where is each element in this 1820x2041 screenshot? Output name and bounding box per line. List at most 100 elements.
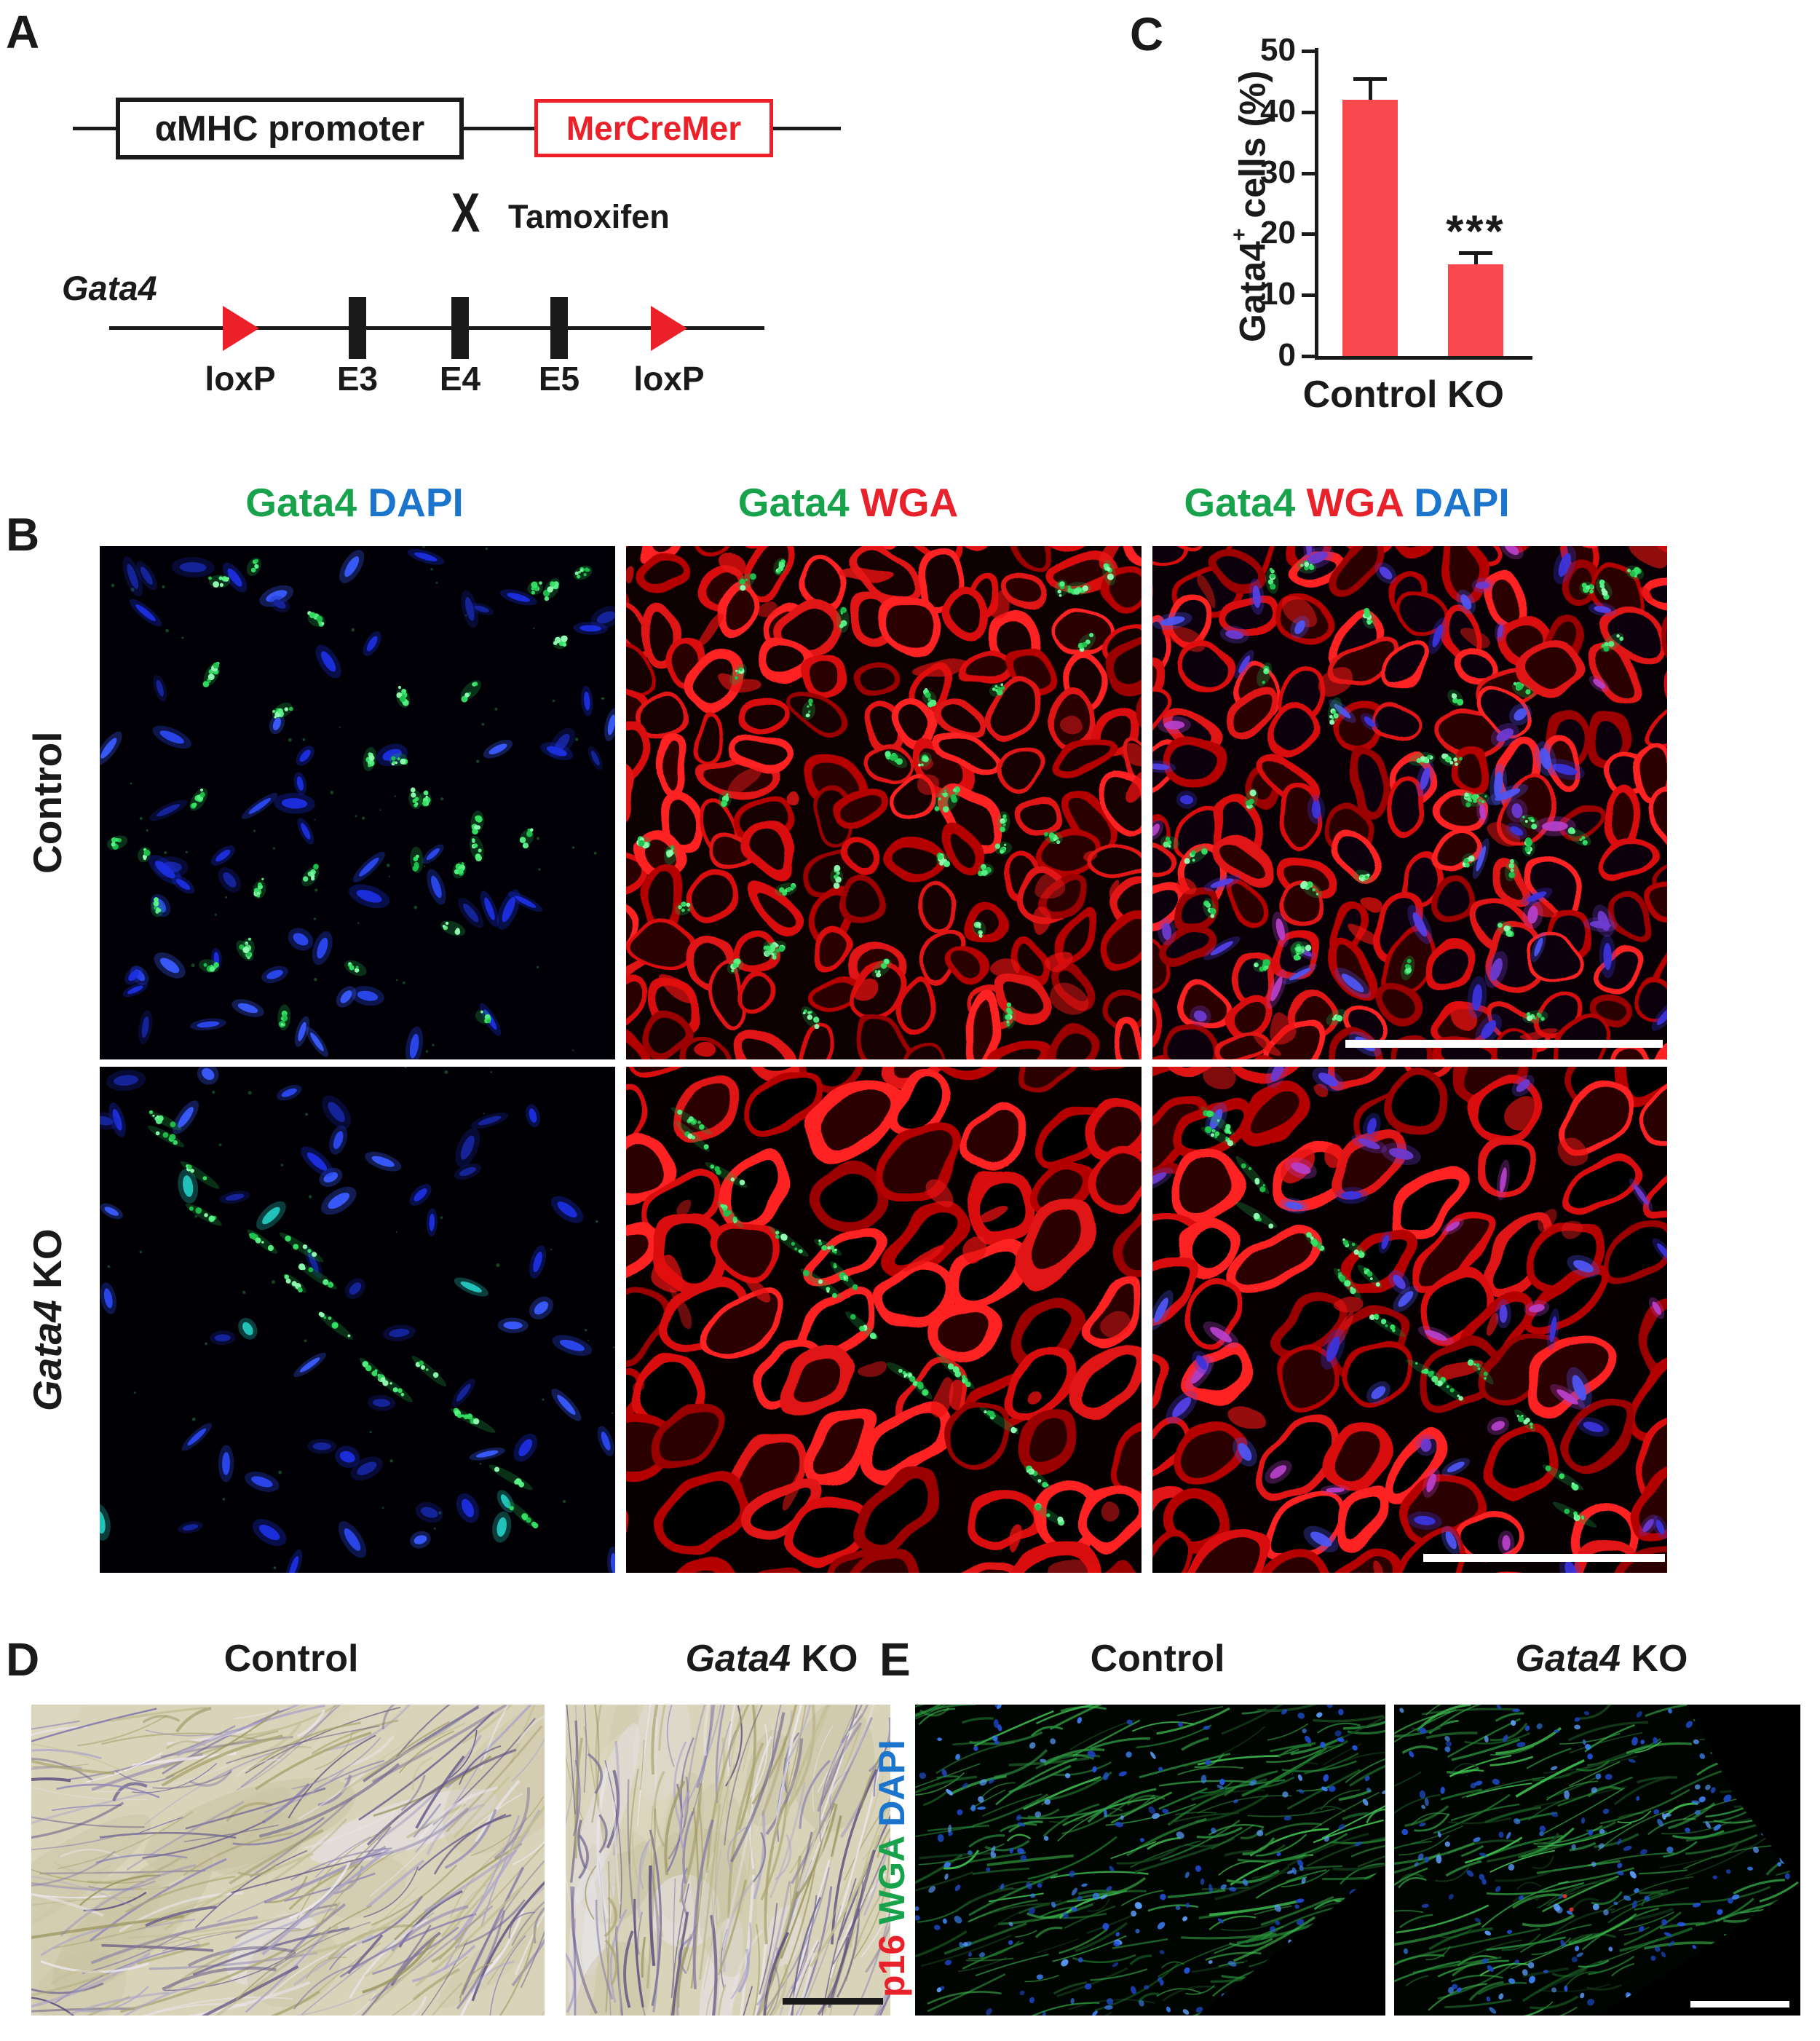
x-category-label-control: Control: [1302, 374, 1438, 416]
loxp-right-label: loxP: [633, 360, 705, 398]
chart-x-axis-line: [1315, 356, 1532, 360]
bar-ko: [1448, 264, 1503, 356]
text-part: Control: [25, 731, 70, 875]
exon-e4-box: [451, 297, 469, 359]
text-part: WGA: [871, 1827, 912, 1925]
micro-image-canvas: [626, 546, 1142, 1059]
histology-image-control: [31, 1705, 545, 2016]
chart-y-tick-label: 20: [1260, 215, 1296, 251]
text-part: KO: [1621, 1638, 1688, 1680]
dapi-nuclei-layer: [100, 1067, 615, 1573]
text-part: WGA: [860, 480, 959, 525]
error-bar-stem-ko: [1474, 252, 1478, 268]
text-part: WGA: [1306, 480, 1415, 525]
chart-y-tick-mark: [1302, 293, 1315, 298]
micro-image-ko-gata4-dapi: [100, 1067, 615, 1573]
dapi-nuclei-layer: [1152, 1067, 1667, 1573]
promoter-box: αMHC promoter: [116, 98, 464, 159]
row-label-control: Control: [25, 546, 82, 1059]
exon-e3-label: E3: [336, 360, 379, 398]
micro-image-canvas: [31, 1705, 545, 2016]
chart-y-tick-mark: [1302, 232, 1315, 237]
text-part: Gata4: [25, 1299, 70, 1411]
panel-c-label: C: [1130, 8, 1164, 60]
micro-image-canvas: [100, 1067, 615, 1573]
text-part: KO: [791, 1638, 858, 1680]
column-header-gata4-wga: Gata4 WGA: [593, 483, 1103, 523]
panel-a-label: A: [6, 6, 40, 58]
panel-d-label: D: [6, 1633, 40, 1686]
error-bar-stem-control: [1369, 78, 1372, 103]
micro-image-control-gata4-wga-dapi: [1152, 546, 1667, 1059]
panel-e-channel-label: p16 WGA DAPI: [871, 1697, 920, 2041]
gata4-positive-layer: [1160, 560, 1645, 1026]
chart-y-tick-mark: [1302, 355, 1315, 358]
chart-y-tick-mark: [1302, 171, 1315, 175]
exon-e5-box: [550, 297, 568, 359]
gata4-positive-layer: [106, 557, 593, 1030]
tamoxifen-label: Tamoxifen: [508, 198, 670, 235]
scale-bar-p16-wga: [1690, 2001, 1789, 2008]
row-label-gata4-ko: Gata4 KO: [25, 1067, 82, 1573]
wga-mesh-layer: [626, 546, 1142, 1059]
text-part: DAPI: [871, 1740, 912, 1828]
panel-d-header-control: Control: [109, 1640, 473, 1678]
text-part: DAPI: [1414, 480, 1510, 525]
micro-image-canvas: [1152, 546, 1667, 1059]
chart-y-tick-mark: [1302, 110, 1315, 114]
panel-b-label: B: [6, 508, 40, 561]
text-part: Gata4: [685, 1638, 791, 1680]
chart-y-tick-label: 50: [1260, 32, 1296, 68]
micro-image-canvas: [915, 1705, 1385, 2016]
micro-image-ko-gata4-wga: [626, 1067, 1142, 1573]
micro-image-canvas: [100, 546, 615, 1059]
text-part: Control: [1090, 1638, 1225, 1680]
histology-image-gata4-ko: [566, 1705, 890, 2016]
micro-image-canvas: [626, 1067, 1142, 1573]
scale-bar-ko-merge: [1423, 1554, 1665, 1562]
exon-e4-label: E4: [439, 360, 481, 398]
gata4-gene-label: Gata4: [62, 269, 157, 307]
chart-y-tick-label: 10: [1260, 276, 1296, 312]
text-part: KO: [25, 1228, 70, 1300]
column-header-gata4-dapi: Gata4 DAPI: [100, 483, 609, 523]
panel-e-header-gata4-ko: Gata4 KO: [1420, 1640, 1784, 1678]
cross-symbol: X: [451, 182, 480, 244]
text-part: Gata4: [1184, 480, 1307, 525]
panel-e-header-control: Control: [976, 1640, 1340, 1678]
dapi-nuclei-layer: [100, 548, 615, 1059]
chart-y-tick-label: 0: [1278, 337, 1296, 373]
text-part: Gata4: [1515, 1638, 1621, 1680]
micro-image-canvas: [1394, 1705, 1800, 2016]
exon-e5-label: E5: [538, 360, 580, 398]
gata4-positive-layer: [670, 1107, 1065, 1526]
scale-bar-histology: [783, 1998, 883, 2005]
column-header-gata4-wga-dapi: Gata4 WGA DAPI: [1092, 483, 1602, 523]
p16-wga-dapi-image-gata4-ko: [1394, 1705, 1800, 2016]
chart-y-tick-label: 40: [1260, 92, 1296, 129]
micro-image-canvas: [1152, 1067, 1667, 1573]
micro-image-control-gata4-dapi: [100, 546, 615, 1059]
panel-d-header-gata4-ko: Gata4 KO: [590, 1640, 954, 1678]
loxp-triangle-right: [651, 306, 687, 351]
chart-y-tick-mark: [1302, 50, 1315, 53]
gata4-positive-layer: [636, 558, 1117, 1030]
exon-e3-box: [349, 297, 366, 359]
chart-y-axis-line: [1315, 48, 1318, 360]
micro-image-canvas: [566, 1705, 890, 2016]
scale-bar-control-merge: [1345, 1040, 1663, 1048]
error-bar-cap-control: [1353, 76, 1387, 81]
gene-line: [109, 326, 764, 330]
gata4-positive-layer: [148, 1110, 539, 1528]
bar-control: [1342, 100, 1398, 356]
text-part: Control: [223, 1638, 359, 1680]
dapi-nuclei-layer: [1152, 546, 1667, 1057]
significance-stars: ***: [1446, 207, 1506, 257]
text-part: DAPI: [368, 480, 464, 525]
mercremer-box-label: MerCreMer: [566, 109, 742, 147]
loxp-triangle-left: [223, 306, 259, 351]
micro-image-ko-gata4-wga-dapi: [1152, 1067, 1667, 1573]
promoter-box-label: αMHC promoter: [154, 108, 425, 149]
text-part: Gata4: [245, 480, 368, 525]
